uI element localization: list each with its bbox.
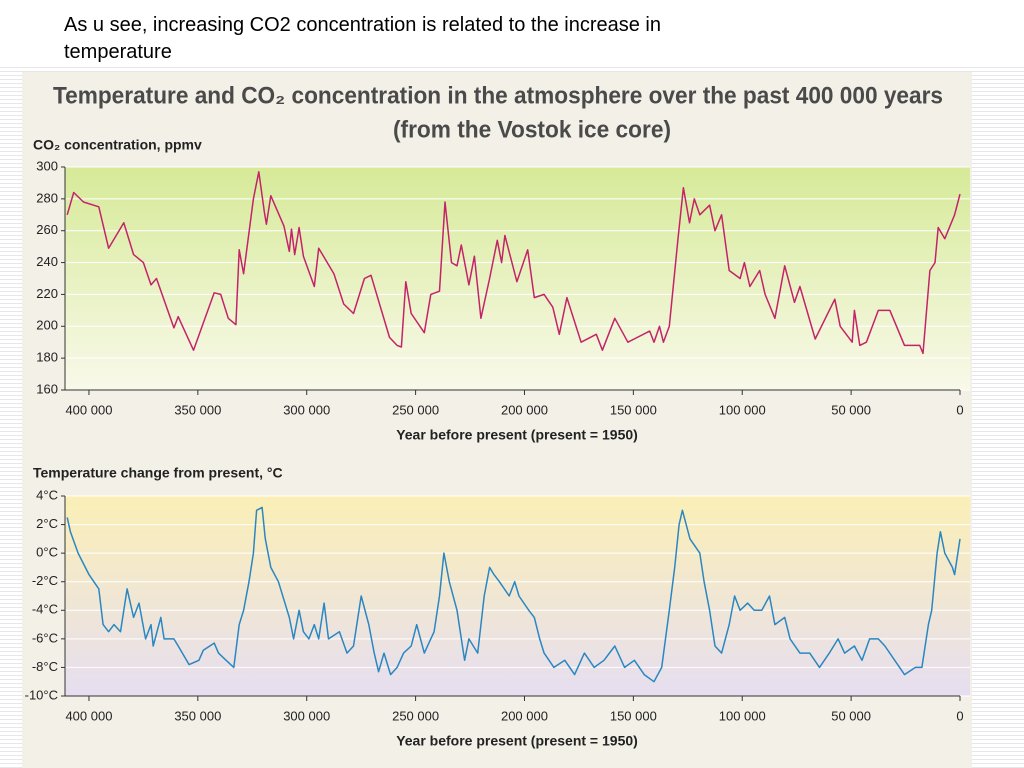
- y-tick-label: 240: [36, 254, 58, 269]
- y-tick-label: -10°C: [25, 687, 58, 702]
- y-tick-label: 260: [36, 222, 58, 237]
- x-tick-label: 150 000: [610, 708, 657, 723]
- x-axis-title: Year before present (present = 1950): [396, 733, 638, 749]
- x-tick-label: 400 000: [65, 402, 112, 417]
- slide-text: As u see, increasing CO2 concentration i…: [64, 14, 661, 36]
- y-tick-label: 4°C: [36, 487, 58, 502]
- y-tick-label: 0°C: [36, 545, 58, 560]
- x-tick-label: 200 000: [501, 708, 548, 723]
- x-tick-label: 250 000: [392, 402, 439, 417]
- charts: CO₂ concentration, ppmv 160 180 200 220 240 26…: [25, 137, 970, 749]
- y-tick-label: -8°C: [32, 659, 58, 674]
- text-area: [0, 0, 1024, 66]
- figure-title: Temperature and CO₂ concentration in the…: [53, 82, 943, 109]
- x-tick-label: 0: [956, 708, 963, 723]
- y-tick-label: 2°C: [36, 516, 58, 531]
- x-tick-label: 50 000: [831, 402, 871, 417]
- x-tick-label: 400 000: [65, 708, 112, 723]
- plot-background: [65, 496, 970, 696]
- x-tick-label: 0: [956, 402, 963, 417]
- x-tick-label: 200 000: [501, 402, 548, 417]
- x-tick-label: 350 000: [174, 708, 221, 723]
- slide-text: temperature: [64, 41, 172, 63]
- y-tick-label: 220: [36, 286, 58, 301]
- figure-title: (from the Vostok ice core): [393, 116, 671, 143]
- y-tick-label: 200: [36, 318, 58, 333]
- y-tick-label: 160: [36, 381, 58, 396]
- y-tick-label: -4°C: [32, 602, 58, 617]
- x-tick-label: 100 000: [719, 708, 766, 723]
- x-tick-label: 300 000: [283, 708, 330, 723]
- x-tick-label: 300 000: [283, 402, 330, 417]
- x-tick-label: 100 000: [719, 402, 766, 417]
- y-axis-title: CO₂ concentration, ppmv: [33, 137, 202, 153]
- y-tick-label: 180: [36, 350, 58, 365]
- data-line: [66, 506, 961, 683]
- x-tick-label: 150 000: [610, 402, 657, 417]
- y-axis-title: Temperature change from present, °C: [33, 465, 283, 481]
- x-tick-label: 350 000: [174, 402, 221, 417]
- data-line: [66, 171, 961, 355]
- y-tick-label: 280: [36, 190, 58, 205]
- y-tick-label: -2°C: [32, 573, 58, 588]
- y-tick-label: -6°C: [32, 630, 58, 645]
- y-tick-label: 300: [36, 158, 58, 173]
- x-axis-title: Year before present (present = 1950): [396, 427, 638, 443]
- x-tick-label: 250 000: [392, 708, 439, 723]
- x-tick-label: 50 000: [831, 708, 871, 723]
